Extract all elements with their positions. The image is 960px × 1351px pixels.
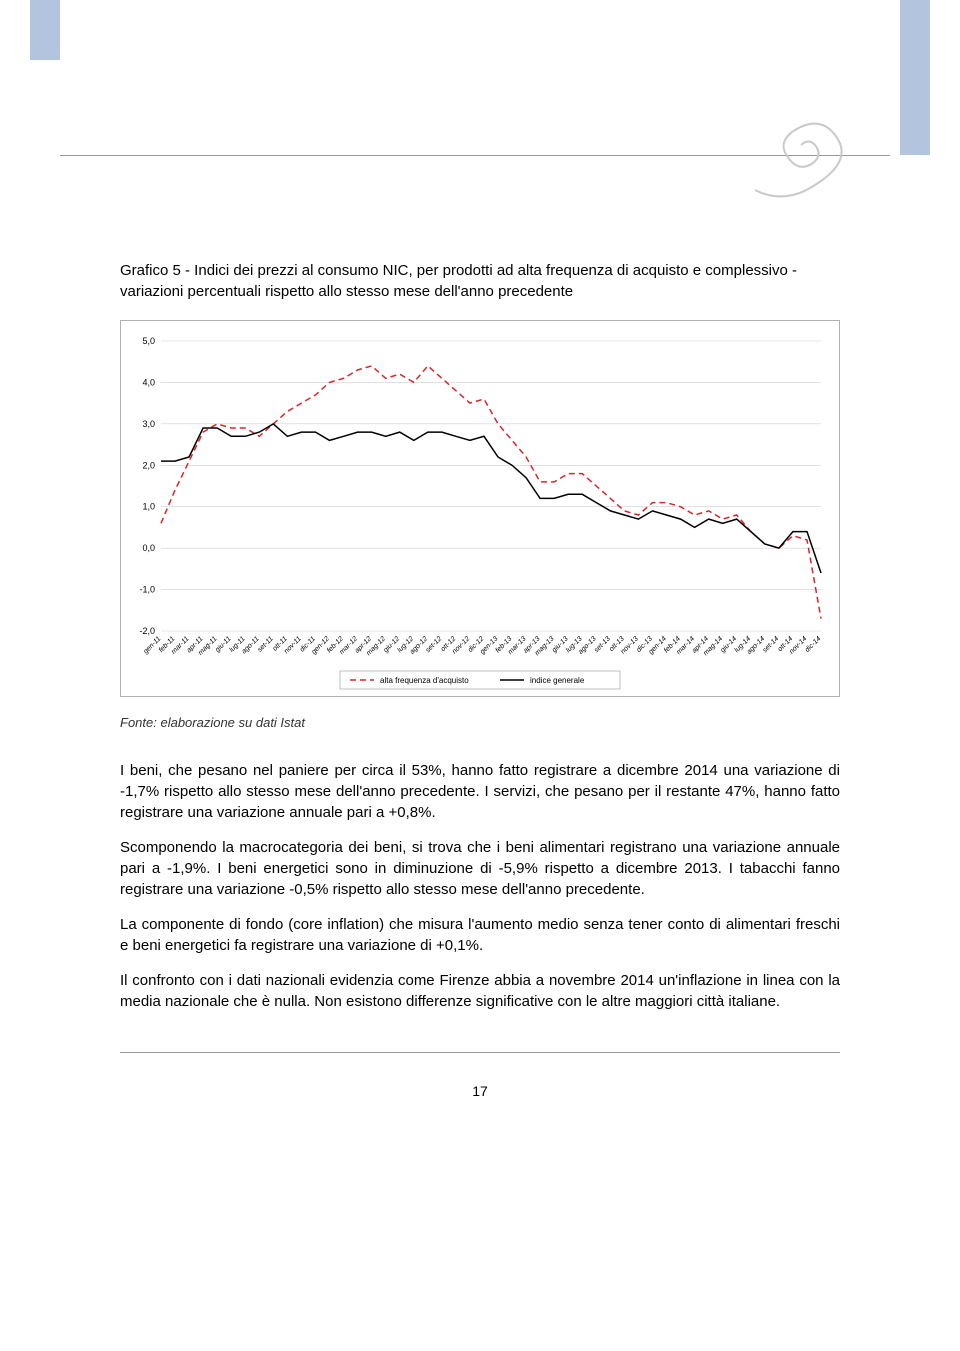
svg-text:5,0: 5,0 [142, 336, 155, 346]
svg-text:gen-11: gen-11 [142, 635, 162, 655]
svg-text:1,0: 1,0 [142, 502, 155, 512]
svg-text:4,0: 4,0 [142, 377, 155, 387]
header-accent-right [900, 0, 930, 155]
swirl-decoration [745, 105, 865, 205]
page-content: Grafico 5 - Indici dei prezzi al consumo… [120, 260, 840, 1099]
chart-container: -2,0-1,00,01,02,03,04,05,0gen-11feb-11ma… [120, 320, 840, 697]
svg-text:alta frequenza d'acquisto: alta frequenza d'acquisto [380, 676, 469, 685]
svg-text:set-11: set-11 [256, 635, 274, 653]
body-paragraph: Scomponendo la macrocategoria dei beni, … [120, 837, 840, 900]
chart-source: Fonte: elaborazione su dati Istat [120, 715, 840, 730]
svg-text:-2,0: -2,0 [139, 626, 155, 636]
svg-text:0,0: 0,0 [142, 543, 155, 553]
header-accent-left [30, 0, 60, 60]
svg-text:set-12: set-12 [425, 635, 444, 654]
body-paragraph: La componente di fondo (core inflation) … [120, 914, 840, 956]
page-number: 17 [120, 1083, 840, 1099]
svg-text:set-13: set-13 [593, 635, 612, 654]
line-chart: -2,0-1,00,01,02,03,04,05,0gen-11feb-11ma… [131, 331, 829, 691]
svg-text:2,0: 2,0 [142, 460, 155, 470]
svg-text:dic-14: dic-14 [804, 635, 823, 654]
chart-title: Grafico 5 - Indici dei prezzi al consumo… [120, 260, 840, 302]
bottom-divider [120, 1052, 840, 1053]
body-paragraph: I beni, che pesano nel paniere per circa… [120, 760, 840, 823]
svg-text:3,0: 3,0 [142, 419, 155, 429]
svg-text:-1,0: -1,0 [139, 585, 155, 595]
body-paragraph: Il confronto con i dati nazionali eviden… [120, 970, 840, 1012]
svg-text:set-14: set-14 [762, 635, 781, 654]
svg-text:indice generale: indice generale [530, 676, 585, 685]
